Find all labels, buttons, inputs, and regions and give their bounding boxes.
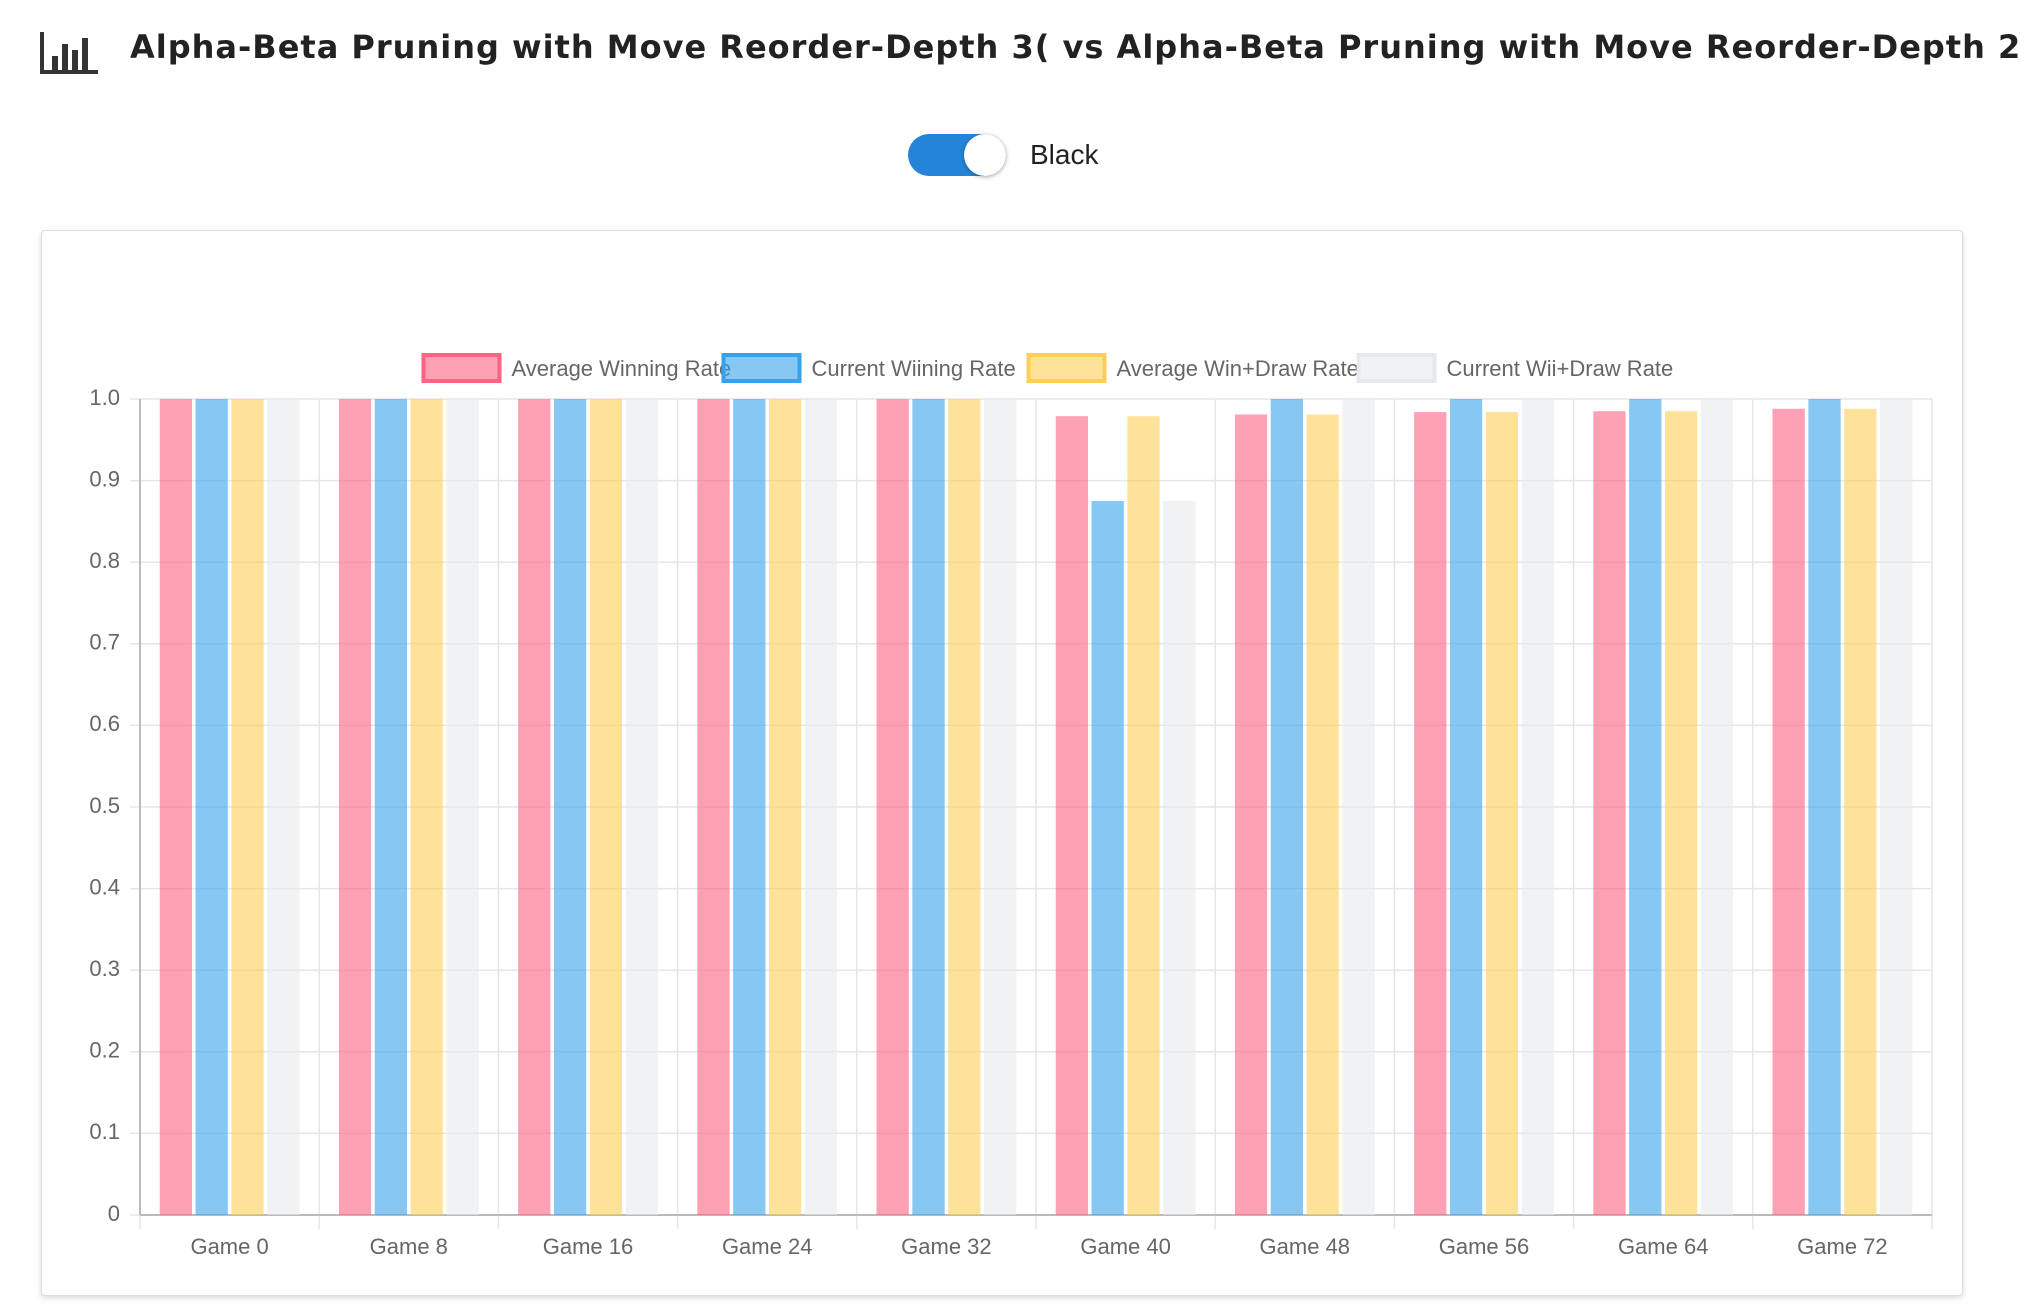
bar: [804, 399, 838, 1215]
bar: [1772, 408, 1805, 1215]
bar: [589, 399, 623, 1215]
bar: [1664, 411, 1698, 1215]
y-tick-label: 0.6: [89, 711, 120, 736]
y-tick-label: 0.8: [89, 548, 120, 573]
bar: [1449, 399, 1483, 1215]
bar: [625, 399, 658, 1215]
y-tick-label: 0.1: [89, 1119, 120, 1144]
legend-label: Current Wii+Draw Rate: [1447, 356, 1674, 381]
y-tick-label: 0.2: [89, 1038, 120, 1063]
bar: [231, 399, 264, 1215]
y-tick-label: 0.7: [89, 630, 120, 655]
bar: [1414, 412, 1447, 1215]
bar: [1485, 412, 1519, 1215]
bar: [1808, 399, 1841, 1215]
y-tick-label: 1.0: [89, 385, 120, 410]
bar: [1270, 399, 1304, 1215]
bar: [518, 399, 551, 1215]
y-tick-label: 0.5: [89, 793, 120, 818]
bar: [768, 399, 802, 1215]
bar: [1234, 414, 1268, 1215]
bar: [948, 399, 981, 1215]
bar: [1342, 399, 1375, 1215]
x-tick-label: Game 56: [1439, 1234, 1530, 1259]
bar: [1163, 501, 1196, 1215]
bar: [984, 399, 1017, 1215]
y-tick-label: 0.4: [89, 874, 120, 899]
bar: [1521, 399, 1554, 1215]
x-tick-label: Game 16: [543, 1234, 634, 1259]
bar: [1127, 416, 1160, 1215]
bar: [1055, 416, 1088, 1215]
bar: [1629, 399, 1662, 1215]
bar: [1306, 414, 1339, 1215]
bar: [553, 399, 587, 1215]
legend-swatch: [421, 353, 502, 383]
y-tick-label: 0.9: [89, 466, 120, 491]
x-tick-label: Game 72: [1797, 1234, 1888, 1259]
bar: [195, 399, 228, 1215]
legend-label: Average Win+Draw Rate: [1117, 356, 1359, 381]
legend-label: Average Winning Rate: [512, 356, 732, 381]
x-tick-label: Game 8: [370, 1234, 448, 1259]
bar: [1091, 501, 1124, 1215]
x-tick-label: Game 32: [901, 1234, 992, 1259]
bar: [1844, 408, 1877, 1215]
bar: [697, 399, 730, 1215]
bar: [876, 399, 909, 1215]
bar: [733, 399, 766, 1215]
bar: [446, 399, 479, 1215]
bar: [1700, 399, 1734, 1215]
x-tick-label: Game 0: [190, 1234, 268, 1259]
bar: [410, 399, 443, 1215]
bar: [912, 399, 945, 1215]
bar: [1593, 411, 1626, 1215]
bar: [338, 399, 372, 1215]
legend-swatch: [1356, 353, 1437, 383]
legend-swatch: [1026, 353, 1107, 383]
legend-label: Current Wiining Rate: [812, 356, 1016, 381]
x-tick-label: Game 64: [1618, 1234, 1709, 1259]
x-tick-label: Game 48: [1260, 1234, 1351, 1259]
y-tick-label: 0.3: [89, 956, 120, 981]
toggle-knob[interactable]: [964, 134, 1006, 176]
bar: [1880, 399, 1913, 1215]
chart-icon: [40, 32, 98, 74]
bar: [159, 399, 192, 1215]
color-toggle[interactable]: [908, 134, 1006, 176]
y-tick-label: 0: [108, 1201, 120, 1226]
x-tick-label: Game 40: [1080, 1234, 1171, 1259]
x-tick-label: Game 24: [722, 1234, 813, 1259]
legend-swatch: [721, 353, 802, 383]
bar: [374, 399, 408, 1215]
toggle-label: Black: [1030, 139, 1099, 170]
bar: [267, 399, 300, 1215]
page-title: Alpha-Beta Pruning with Move Reorder-Dep…: [130, 28, 2020, 66]
